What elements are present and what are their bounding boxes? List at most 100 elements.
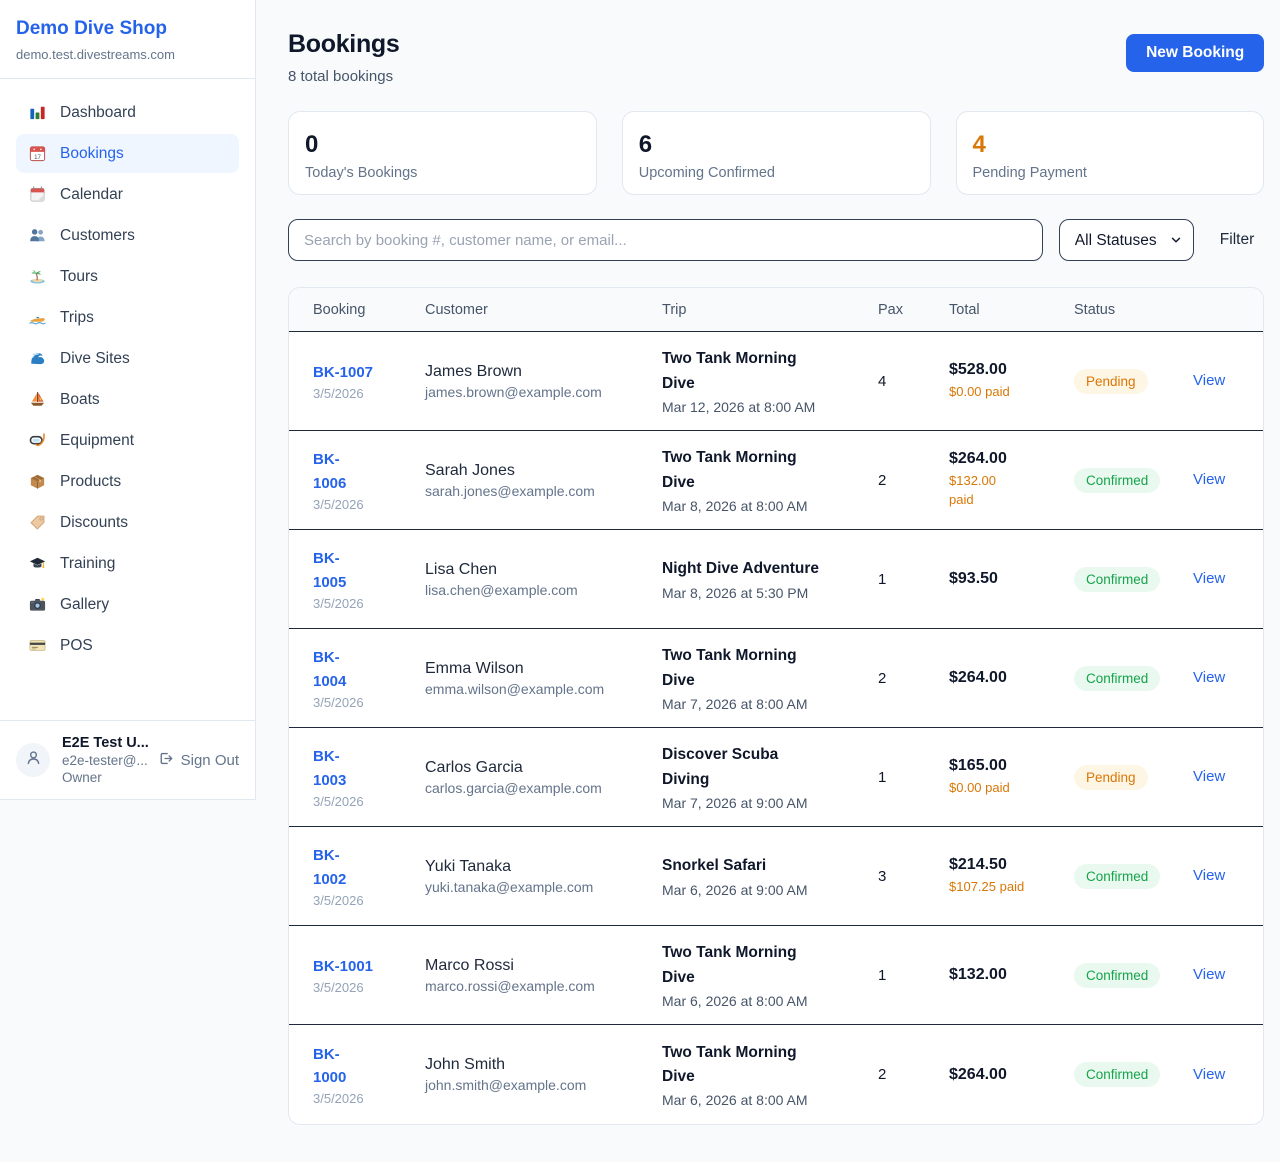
booking-link[interactable]: BK-1007: [313, 363, 374, 381]
bookings-table: Booking Customer Trip Pax Total Status BK-100…: [288, 287, 1265, 1125]
view-link[interactable]: View: [1193, 1065, 1226, 1083]
view-link[interactable]: View: [1193, 669, 1226, 686]
booking-link[interactable]: BK- 1006: [313, 451, 347, 492]
status-badge: Pending: [1074, 368, 1148, 394]
sidebar-item-trips[interactable]: Trips: [16, 298, 239, 337]
sidebar-item-label: Trips: [60, 308, 94, 326]
view-cell: View: [1193, 669, 1239, 687]
sidebar-item-label: Equipment: [60, 431, 135, 449]
sidebar-item-label: Bookings: [60, 144, 124, 162]
table-header-row: Booking Customer Trip Pax Total Status: [289, 288, 1264, 332]
booking-link[interactable]: BK- 1005: [313, 550, 347, 591]
customer-cell: Yuki Tanaka yuki.tanaka@example.com: [425, 858, 662, 895]
sidebar-item-dive-sites[interactable]: Dive Sites: [16, 339, 239, 378]
status-filter-wrap: All Statuses: [1058, 219, 1194, 261]
sidebar-item-tours[interactable]: Tours: [16, 257, 239, 296]
booking-cell: BK- 1006 3/5/2026: [313, 448, 425, 512]
total-cell: $528.00 $0.00 paid: [949, 361, 1074, 402]
shop-name: Demo Dive Shop: [16, 18, 167, 39]
svg-text:17: 17: [34, 154, 41, 161]
total-cell: $214.50 $107.25 paid: [949, 856, 1074, 897]
user-icon: [24, 748, 43, 772]
new-booking-button[interactable]: New Booking: [1126, 34, 1265, 72]
status-filter-select[interactable]: All Statuses: [1058, 219, 1194, 261]
sidebar-item-dashboard[interactable]: Dashboard: [16, 93, 239, 132]
tours-icon: [28, 267, 47, 286]
status-cell: Confirmed: [1074, 467, 1193, 493]
view-link[interactable]: View: [1193, 768, 1226, 785]
total-amount: $264.00: [949, 1065, 1007, 1083]
trip-name: Two Tank Morning Dive: [662, 350, 797, 392]
customer-name: Yuki Tanaka: [425, 857, 511, 875]
trip-datetime: Mar 8, 2026 at 5:30 PM: [662, 584, 809, 601]
table-row: BK- 1005 3/5/2026 Lisa Chen lisa.chen@exampl…: [289, 530, 1264, 629]
booking-cell: BK-1001 3/5/2026: [313, 955, 425, 995]
customer-email: emma.wilson@example.com: [425, 680, 605, 697]
total-amount: $165.00: [949, 756, 1007, 774]
sidebar-item-products[interactable]: Products: [16, 462, 239, 501]
pax-cell: 4: [878, 372, 887, 390]
booking-link[interactable]: BK- 1002: [313, 847, 347, 888]
table-row: BK-1001 3/5/2026 Marco Rossi marco.rossi@ex…: [289, 926, 1264, 1025]
booking-link[interactable]: BK- 1003: [313, 748, 347, 789]
view-link[interactable]: View: [1193, 372, 1226, 389]
filter-button[interactable]: Filter: [1210, 231, 1264, 249]
sidebar-item-boats[interactable]: Boats: [16, 380, 239, 419]
booking-link[interactable]: BK- 1004: [313, 649, 347, 690]
customer-name: James Brown: [425, 362, 522, 380]
pax-cell: 1: [878, 966, 887, 984]
sign-out-icon: [157, 750, 174, 771]
sidebar-item-pos[interactable]: POS: [16, 626, 239, 665]
booking-link[interactable]: BK-1001: [313, 957, 374, 975]
sidebar-item-bookings[interactable]: 17 Bookings: [16, 134, 239, 173]
dashboard-icon: [28, 103, 47, 122]
column-header-customer: Customer: [425, 301, 488, 318]
trip-datetime: Mar 6, 2026 at 8:00 AM: [662, 1092, 808, 1109]
sidebar-item-customers[interactable]: Customers: [16, 216, 239, 255]
sidebar-item-training[interactable]: Training: [16, 544, 239, 583]
sidebar-item-equipment[interactable]: Equipment: [16, 421, 239, 460]
pax-cell: 1: [878, 768, 887, 786]
table-row: BK- 1004 3/5/2026 Emma Wilson emma.wilson@ex…: [289, 629, 1264, 728]
pax-cell: 2: [878, 471, 887, 489]
paid-amount: $0.00 paid: [949, 383, 1010, 399]
trip-name: Snorkel Safari: [662, 857, 767, 875]
sign-out-button[interactable]: Sign Out: [157, 750, 239, 771]
calendar-icon: [28, 185, 47, 204]
view-link[interactable]: View: [1193, 867, 1226, 884]
trip-name: Two Tank Morning Dive: [662, 944, 797, 986]
view-cell: View: [1193, 966, 1239, 984]
trip-name: Two Tank Morning Dive: [662, 449, 797, 491]
view-link[interactable]: View: [1193, 570, 1226, 587]
pax-cell: 2: [878, 1066, 887, 1083]
sidebar-item-label: POS: [60, 636, 93, 654]
sidebar-item-label: Customers: [60, 226, 135, 244]
view-link[interactable]: View: [1193, 471, 1226, 488]
total-cell: $264.00 $132.00 paid: [949, 450, 1074, 510]
booking-date: 3/5/2026: [313, 694, 364, 710]
sidebar-item-label: Tours: [60, 267, 98, 285]
trip-cell: Two Tank Morning Dive Mar 6, 2026 at 8:00…: [662, 941, 878, 1008]
customer-cell: Marco Rossi marco.rossi@example.com: [425, 957, 662, 994]
search-input[interactable]: [288, 219, 1043, 261]
customer-cell: John Smith john.smith@example.com: [425, 1056, 662, 1093]
sidebar-item-gallery[interactable]: Gallery: [16, 585, 239, 624]
customer-cell: Emma Wilson emma.wilson@example.com: [425, 660, 662, 697]
training-icon: [28, 554, 47, 573]
trip-datetime: Mar 7, 2026 at 8:00 AM: [662, 695, 808, 712]
customer-cell: Lisa Chen lisa.chen@example.com: [425, 561, 662, 598]
sidebar-item-calendar[interactable]: Calendar: [16, 175, 239, 214]
total-amount: $214.50: [949, 855, 1007, 873]
sidebar-item-label: Products: [60, 472, 122, 490]
table-row: BK- 1003 3/5/2026 Carlos Garcia carlos.garci…: [289, 728, 1264, 827]
sidebar-user-section: E2E Test U... e2e-tester@... Owner Sign …: [0, 720, 255, 799]
sign-out-label: Sign Out: [180, 751, 239, 769]
view-cell: View: [1193, 867, 1239, 885]
table-body: BK-1007 3/5/2026 James Brown james.brown@ex…: [289, 332, 1264, 1124]
booking-link[interactable]: BK- 1000: [313, 1045, 347, 1086]
view-link[interactable]: View: [1193, 966, 1226, 983]
sidebar-item-discounts[interactable]: Discounts: [16, 503, 239, 542]
dive-sites-icon: [28, 349, 47, 368]
column-header-trip: Trip: [662, 301, 687, 318]
trip-datetime: Mar 6, 2026 at 8:00 AM: [662, 992, 808, 1009]
